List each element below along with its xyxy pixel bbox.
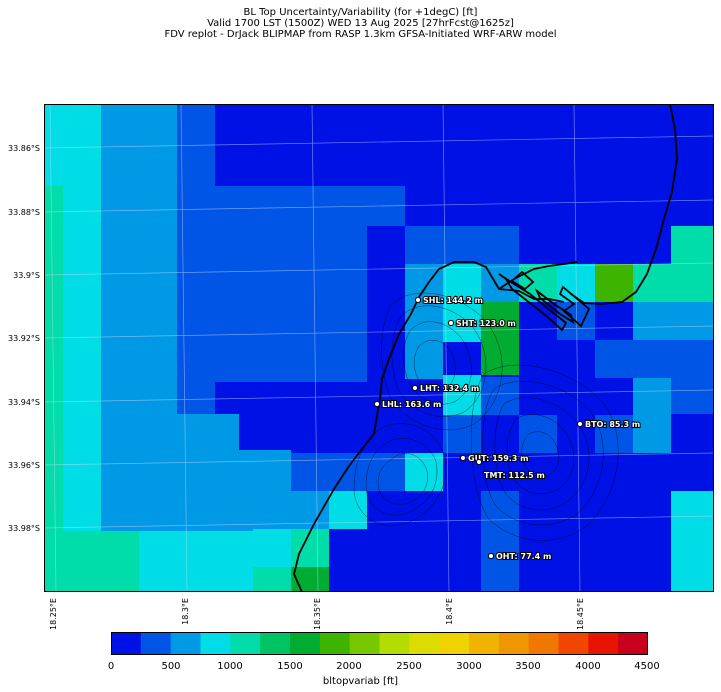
grid-cell: [405, 264, 443, 379]
colorbar-tick: 3000: [456, 661, 482, 672]
station-label: LHT: 132.4 m: [420, 384, 479, 393]
grid-cell: [595, 264, 633, 302]
grid-cell: [253, 567, 291, 592]
lat-label: 33.98°S: [8, 524, 40, 533]
lat-label: 33.94°S: [8, 398, 40, 407]
grid-cell: [671, 378, 714, 414]
station-label: TMT: 112.5 m: [484, 471, 545, 480]
station-dot: [414, 296, 422, 304]
colorbar-swatch: [469, 632, 500, 655]
colorbar-swatch: [528, 632, 560, 655]
colorbar-title: bltopvariab [ft]: [322, 676, 399, 687]
colorbar-swatch: [200, 632, 231, 655]
station-label: SHT: 123.0 m: [456, 319, 516, 328]
colorbar-swatch: [140, 632, 172, 655]
map-title: BL Top Uncertainty/Variability (for +1de…: [243, 7, 478, 18]
lat-label: 33.86°S: [8, 144, 40, 153]
grid-cell: [44, 186, 63, 531]
station-dot: [411, 384, 419, 392]
colorbar-tick: 2000: [336, 661, 362, 672]
grid-cell: [481, 491, 519, 592]
grid-cell: [519, 264, 557, 302]
grid-cell: [633, 302, 714, 340]
colorbar: [111, 632, 648, 655]
grid-cell: [481, 302, 519, 375]
grid-cell: [215, 567, 253, 592]
colorbar-swatch: [111, 632, 142, 655]
colorbar-tick: 4500: [634, 661, 660, 672]
grid-cell: [253, 491, 291, 529]
colorbar-swatch: [439, 632, 470, 655]
station-dot: [487, 552, 495, 560]
grid-cell: [329, 491, 367, 529]
station-markers: SHL: 144.2 m SHT: 123.0 m LHT: 132.4 m LHL:…: [373, 295, 641, 562]
coastline: [293, 104, 678, 592]
grid-cell: [633, 264, 714, 302]
grid-cell: [481, 226, 519, 264]
grid-cell: [671, 226, 714, 264]
grid-cell: [633, 340, 714, 378]
lat-label: 33.88°S: [8, 208, 40, 217]
colorbar-swatch: [319, 632, 351, 655]
grid-cell: [215, 104, 670, 186]
valid-time: Valid 1700 LST (1500Z) WED 13 Aug 2025 […: [207, 18, 514, 29]
grid-cell: [519, 415, 557, 453]
colorbar-swatch: [409, 632, 440, 655]
station-label: LHL: 163.6 m: [382, 400, 441, 409]
colorbar-tick: 0: [107, 661, 115, 672]
grid-cell: [481, 377, 519, 415]
lat-label: 33.9°S: [13, 271, 40, 280]
lat-label: 33.92°S: [8, 334, 40, 343]
lon-label: 18.3°E: [181, 598, 190, 625]
model-description: FDV replot - DrJack BLIPMAP from RASP 1.…: [164, 29, 557, 40]
grid-cell: [595, 415, 633, 453]
grid-cell: [671, 491, 714, 592]
station-dot: [373, 400, 381, 408]
grid-cell: [595, 340, 633, 378]
colorbar-swatch: [379, 632, 410, 655]
colorbar-swatch: [588, 632, 619, 655]
grid-cell: [443, 415, 481, 453]
value-grid: [44, 104, 714, 592]
colorbar-swatch: [170, 632, 202, 655]
lon-label: 18.4°E: [445, 598, 454, 625]
station-label: OHT: 77.4 m: [496, 552, 551, 561]
grid-cell: [177, 226, 367, 382]
colorbar-swatch: [498, 632, 530, 655]
station-label: BTO: 85.3 m: [585, 420, 640, 429]
lon-label: 18.25°E: [49, 598, 58, 630]
grid-cell: [405, 453, 443, 491]
colorbar-tick: 4000: [575, 661, 601, 672]
station-dot: [576, 420, 584, 428]
map-frame: [44, 104, 714, 592]
station-dot: [475, 458, 483, 466]
station-label: SHL: 144.2 m: [423, 296, 483, 305]
station-dot: [447, 319, 455, 327]
colorbar-swatch: [290, 632, 321, 655]
grid-cell: [633, 378, 671, 453]
grid-cell: [101, 104, 139, 592]
colorbar-swatch: [558, 632, 589, 655]
lat-label: 33.96°S: [8, 461, 40, 470]
colorbar-tick: 2500: [396, 661, 422, 672]
colorbar-swatch: [349, 632, 381, 655]
lon-label: 18.45°E: [576, 598, 585, 630]
map-panel[interactable]: SHL: 144.2 m SHT: 123.0 m LHT: 132.4 m LHL:…: [44, 104, 714, 592]
station-label: GUT: 159.3 m: [468, 454, 529, 463]
graticule: [44, 104, 714, 592]
lon-label: 18.35°E: [313, 598, 322, 630]
colorbar-swatch: [230, 632, 261, 655]
colorbar-tick: 1000: [217, 661, 243, 672]
colorbar-tick: 3500: [515, 661, 541, 672]
colorbar-tick: 1500: [277, 661, 303, 672]
grid-cell: [44, 531, 139, 592]
colorbar-tick: 500: [161, 661, 181, 672]
colorbar-swatch: [618, 632, 648, 655]
colorbar-swatch: [260, 632, 291, 655]
station-dot: [459, 454, 467, 462]
